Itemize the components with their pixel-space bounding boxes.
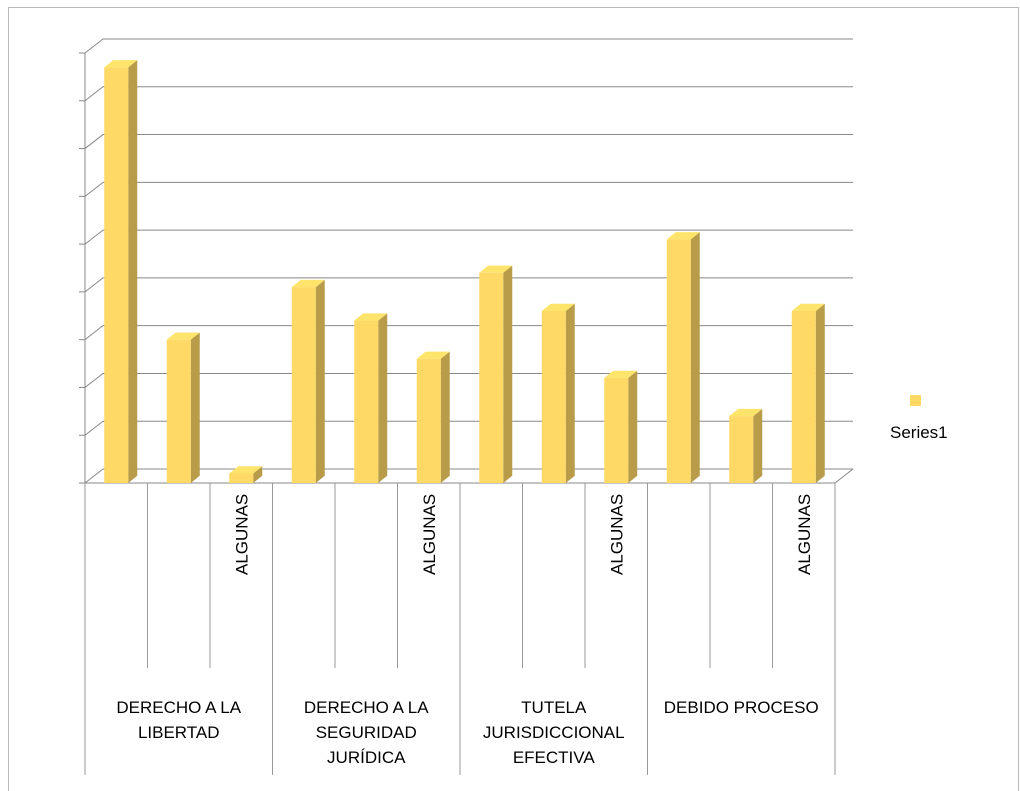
bar-top bbox=[541, 303, 575, 311]
bar-front bbox=[541, 311, 566, 483]
bar-top bbox=[354, 313, 388, 321]
bar-top bbox=[166, 332, 200, 340]
bar bbox=[791, 303, 825, 483]
bar-front bbox=[229, 473, 254, 483]
legend-label: Series1 bbox=[890, 423, 948, 442]
grid-line bbox=[84, 277, 853, 293]
grid-line bbox=[84, 468, 853, 484]
bar bbox=[166, 332, 200, 483]
group-label: TUTELA JURISDICCIONAL EFECTIVA bbox=[482, 698, 625, 767]
bar-side bbox=[690, 232, 700, 483]
x-tick-label: ALGUNAS bbox=[420, 494, 439, 575]
bar-front bbox=[104, 67, 129, 483]
bar-side bbox=[565, 303, 575, 483]
grid-line bbox=[84, 372, 853, 388]
bar-side bbox=[128, 60, 138, 484]
group-label: DERECHO A LA SEGURIDAD JURÍDICA bbox=[303, 698, 429, 767]
bar-front bbox=[791, 311, 816, 483]
bar-front bbox=[416, 358, 441, 483]
grid-line bbox=[84, 325, 853, 341]
bar-side bbox=[253, 466, 263, 483]
bar-side bbox=[815, 303, 825, 483]
bar-top bbox=[229, 466, 263, 474]
group-label: DEBIDO PROCESO bbox=[663, 698, 819, 717]
bar-side bbox=[628, 370, 638, 483]
bar-top bbox=[479, 265, 513, 273]
bar bbox=[291, 279, 325, 483]
bar-top bbox=[291, 279, 325, 288]
bar-top bbox=[604, 370, 638, 378]
grid-line bbox=[84, 134, 853, 149]
bar-side bbox=[315, 279, 325, 483]
bar bbox=[729, 408, 763, 483]
bar-front bbox=[354, 320, 379, 483]
bar bbox=[666, 232, 700, 483]
grid-line bbox=[84, 420, 853, 436]
bar-front bbox=[166, 339, 191, 483]
group-label: DERECHO A LA LIBERTAD bbox=[116, 698, 242, 742]
bar bbox=[354, 313, 388, 483]
bar-front bbox=[729, 416, 754, 483]
bar bbox=[229, 466, 263, 483]
bar-side bbox=[753, 408, 763, 483]
bar-side bbox=[378, 313, 388, 483]
bar bbox=[104, 60, 138, 484]
bar-front bbox=[604, 377, 629, 483]
bar-top bbox=[416, 351, 450, 359]
bar-front bbox=[666, 239, 691, 483]
bar bbox=[416, 351, 450, 483]
bar-side bbox=[503, 265, 513, 483]
bar-top bbox=[104, 60, 138, 68]
grid-line bbox=[84, 181, 853, 197]
bar bbox=[541, 303, 575, 483]
x-tick-label: ALGUNAS bbox=[795, 494, 814, 575]
bar-top bbox=[729, 408, 763, 417]
bar-front bbox=[291, 287, 316, 483]
x-tick-label: ALGUNAS bbox=[607, 494, 626, 575]
grid-line bbox=[84, 229, 853, 245]
bar-front bbox=[479, 272, 504, 483]
bar bbox=[479, 265, 513, 483]
frame bbox=[8, 7, 1019, 791]
bar-side bbox=[190, 332, 200, 483]
bar bbox=[604, 370, 638, 483]
grid-line bbox=[84, 38, 853, 54]
bar-side bbox=[440, 351, 450, 483]
grid-line bbox=[84, 86, 853, 102]
x-tick-label: ALGUNAS bbox=[232, 494, 251, 575]
bar-top bbox=[666, 232, 700, 240]
bar-top bbox=[791, 303, 825, 311]
legend-swatch bbox=[910, 395, 921, 406]
